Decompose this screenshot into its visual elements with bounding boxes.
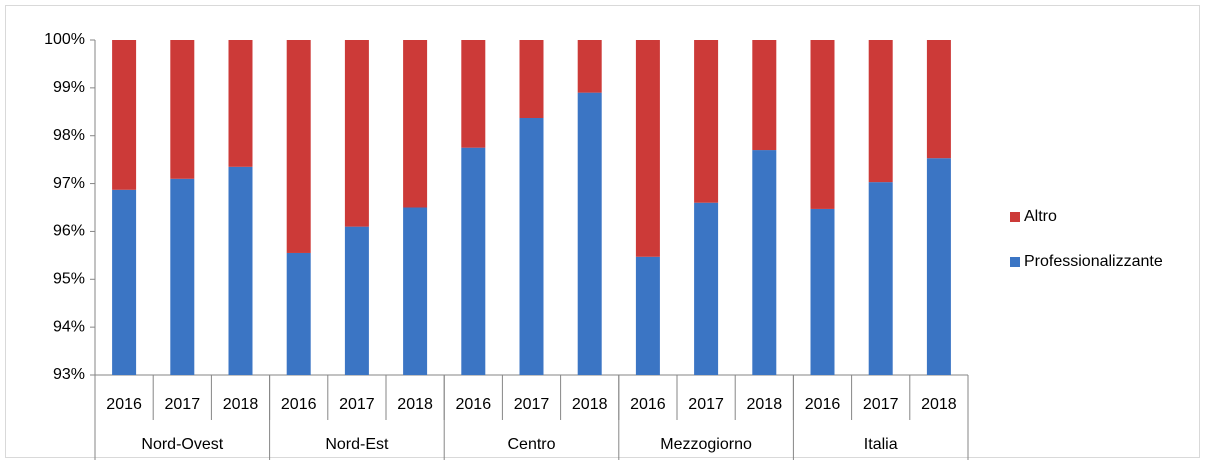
x-tick-label: 2018	[223, 396, 259, 413]
x-tick-label: 2016	[630, 396, 666, 413]
y-tick-label: 93%	[53, 366, 85, 383]
x-tick-label: 2017	[165, 396, 201, 413]
chart-border	[5, 5, 1200, 458]
bar-segment	[694, 40, 719, 203]
y-tick-label: 97%	[53, 175, 85, 192]
bar-segment	[926, 158, 951, 375]
bar-segment	[577, 40, 602, 93]
bar-segment	[519, 118, 544, 375]
x-tick-label: 2016	[106, 396, 142, 413]
x-tick-label: 2018	[397, 396, 433, 413]
bar-segment	[403, 207, 428, 375]
bar-segment	[228, 40, 253, 167]
bar-segment	[926, 40, 951, 159]
bar-segment	[868, 182, 893, 375]
bar-segment	[170, 178, 195, 375]
y-tick-label: 96%	[53, 223, 85, 240]
bar-segment	[810, 208, 835, 375]
bar-segment	[577, 92, 602, 376]
x-tick-label: 2016	[805, 396, 841, 413]
x-tick-label: 2017	[514, 396, 550, 413]
bar-segment	[868, 40, 893, 183]
bar-segment	[286, 252, 311, 375]
x-tick-label: 2016	[456, 396, 492, 413]
legend-label: Altro	[1024, 208, 1057, 225]
bar-segment	[752, 40, 777, 151]
bar-segment	[635, 256, 660, 375]
bar-segment	[286, 40, 311, 253]
bar-segment	[112, 189, 137, 375]
group-label: Italia	[864, 436, 898, 453]
bar-segment	[344, 226, 369, 375]
bar-segment	[519, 40, 544, 119]
y-tick-label: 100%	[44, 31, 85, 48]
legend-swatch	[1010, 212, 1020, 222]
bar-segment	[228, 166, 253, 375]
y-tick-label: 99%	[53, 79, 85, 96]
bar-segment	[403, 40, 428, 208]
legend-swatch	[1010, 257, 1020, 267]
bar-segment	[752, 150, 777, 375]
group-label: Nord-Ovest	[141, 436, 223, 453]
bar-segment	[344, 40, 369, 227]
x-tick-label: 2018	[747, 396, 783, 413]
bar-segment	[694, 202, 719, 375]
bar-segment	[461, 40, 486, 148]
x-tick-label: 2016	[281, 396, 317, 413]
group-label: Mezzogiorno	[660, 436, 752, 453]
bar-segment	[112, 40, 137, 190]
y-tick-label: 98%	[53, 127, 85, 144]
bar-segment	[635, 40, 660, 257]
y-tick-label: 95%	[53, 271, 85, 288]
group-label: Nord-Est	[325, 436, 389, 453]
x-tick-label: 2017	[339, 396, 375, 413]
x-tick-label: 2017	[688, 396, 724, 413]
y-tick-label: 94%	[53, 318, 85, 335]
x-tick-label: 2018	[572, 396, 608, 413]
bar-segment	[461, 147, 486, 375]
x-tick-label: 2018	[921, 396, 957, 413]
x-tick-label: 2017	[863, 396, 899, 413]
legend-label: Professionalizzante	[1024, 253, 1163, 270]
bar-segment	[810, 40, 835, 209]
group-label: Centro	[507, 436, 555, 453]
bar-segment	[170, 40, 195, 179]
